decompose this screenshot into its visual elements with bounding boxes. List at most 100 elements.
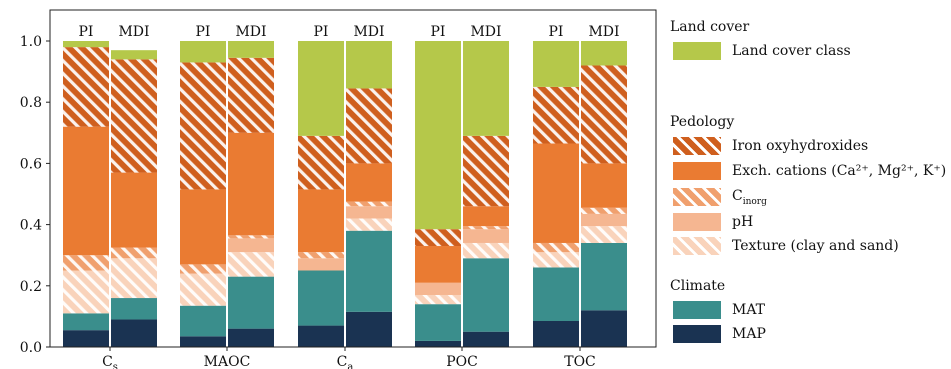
legend-title-land-cover: Land cover xyxy=(670,19,750,35)
x-tick-label-toc: TOC xyxy=(564,354,596,369)
legend-swatch-map xyxy=(673,325,721,343)
bar-segment-ca-mdi-cinorg xyxy=(346,201,392,207)
bar-segment-toc-mdi-texture xyxy=(581,226,627,243)
x-tick-label-maoc: MAOC xyxy=(204,354,251,369)
bar-segment-poc-mdi-texture xyxy=(463,242,509,259)
bar-segment-poc-pi-ph xyxy=(415,282,461,295)
bar-label-ca-mdi: MDI xyxy=(353,24,384,40)
bar-segment-poc-mdi-land xyxy=(463,41,509,136)
bar-segment-cs-mdi-texture xyxy=(111,258,157,299)
bar-segment-cs-mdi-cinorg xyxy=(111,247,157,259)
legend-swatch-cinorg xyxy=(673,188,721,206)
legend-title-climate: Climate xyxy=(670,278,726,294)
bar-label-toc-mdi: MDI xyxy=(588,24,619,40)
legend-swatch-texture xyxy=(673,237,721,255)
legend-item-texture: Texture (clay and sand) xyxy=(673,236,899,256)
legend-label-cinorg-sub: inorg xyxy=(742,196,767,207)
bar-segment-toc-pi-land xyxy=(533,41,579,87)
bar-segment-toc-pi-mat xyxy=(533,267,579,321)
bar-segment-ca-mdi-land xyxy=(346,41,392,89)
legend-swatch-land xyxy=(673,42,721,60)
bar-segment-toc-mdi-iron xyxy=(581,65,627,164)
bar-segment-maoc-mdi-texture xyxy=(228,252,274,277)
bar-segment-cs-pi-iron xyxy=(63,47,109,127)
bar-segment-poc-mdi-map xyxy=(463,331,509,347)
bar-segment-ca-pi-exch xyxy=(298,189,344,253)
bar-segment-poc-pi-iron xyxy=(415,229,461,247)
legend-title-pedology: Pedology xyxy=(670,114,735,130)
legend-item-ph: pH xyxy=(673,212,753,232)
bar-segment-maoc-pi-exch xyxy=(180,189,226,265)
bar-segment-cs-pi-mat xyxy=(63,313,109,331)
legend: Land cover Land cover class Pedology Iro… xyxy=(670,0,951,369)
bar-segment-cs-pi-cinorg xyxy=(63,255,109,271)
bar-segment-cs-mdi-map xyxy=(111,319,157,347)
bar-segment-maoc-pi-iron xyxy=(180,62,226,190)
bar-label-maoc-pi: PI xyxy=(196,24,211,40)
axes: 0.0 0.2 0.4 0.6 0.8 1.0 Cs MAOC Ca POC TOC xyxy=(20,9,657,369)
bar-segment-toc-pi-map xyxy=(533,320,579,347)
bar-segment-ca-pi-map xyxy=(298,325,344,347)
legend-label-iron: Iron oxyhydroxides xyxy=(732,138,869,154)
legend-swatch-iron xyxy=(673,137,721,155)
bar-segment-cs-mdi-mat xyxy=(111,298,157,320)
legend-item-land-cover-class: Land cover class xyxy=(673,41,851,61)
bar-segment-maoc-pi-map xyxy=(180,336,226,347)
bar-segment-ca-pi-ph xyxy=(298,258,344,271)
bar-label-cs-mdi: MDI xyxy=(118,24,149,40)
y-tick-label: 0.8 xyxy=(20,95,42,111)
bar-label-poc-pi: PI xyxy=(431,24,446,40)
legend-swatch-ph xyxy=(673,213,721,231)
bar-label-toc-pi: PI xyxy=(549,24,564,40)
bar-label-maoc-mdi: MDI xyxy=(235,24,266,40)
legend-swatch-exch xyxy=(673,162,721,180)
bar-segment-maoc-mdi-land xyxy=(228,41,274,58)
bar-segment-toc-pi-cinorg xyxy=(533,242,579,253)
legend-item-iron: Iron oxyhydroxides xyxy=(673,136,868,156)
bar-segment-cs-pi-map xyxy=(63,330,109,347)
bar-segment-toc-mdi-cinorg xyxy=(581,207,627,214)
bar-segment-toc-pi-texture xyxy=(533,252,579,268)
bar-label-poc-mdi: MDI xyxy=(470,24,501,40)
legend-item-mat: MAT xyxy=(673,300,765,320)
y-tick-label: 0.4 xyxy=(20,218,42,234)
bar-segment-toc-pi-exch xyxy=(533,143,579,243)
bar-segment-ca-pi-mat xyxy=(298,270,344,326)
bar-segment-maoc-mdi-cinorg xyxy=(228,235,274,239)
bar-segment-ca-mdi-texture xyxy=(346,218,392,231)
bar-segment-ca-pi-land xyxy=(298,41,344,136)
bar-segment-cs-pi-texture xyxy=(63,270,109,314)
bar-segment-maoc-pi-land xyxy=(180,41,226,63)
legend-label-exch: Exch. cations (Ca²⁺, Mg²⁺, K⁺) xyxy=(732,163,947,179)
bar-segment-cs-mdi-land xyxy=(111,50,157,60)
legend-label-ph: pH xyxy=(732,214,754,230)
bar-segment-toc-pi-iron xyxy=(533,86,579,144)
y-tick-label: 1.0 xyxy=(20,34,42,50)
bar-segment-toc-mdi-ph xyxy=(581,213,627,227)
bar-segment-ca-mdi-ph xyxy=(346,206,392,219)
bar-segment-toc-mdi-land xyxy=(581,41,627,66)
bar-segment-poc-pi-land xyxy=(415,41,461,230)
x-tick-label-cs: Cs xyxy=(102,354,118,369)
legend-item-exch: Exch. cations (Ca²⁺, Mg²⁺, K⁺) xyxy=(673,161,946,181)
legend-label-texture: Texture (clay and sand) xyxy=(732,238,899,254)
bar-segment-poc-mdi-iron xyxy=(463,135,509,207)
bar-label-cs-pi: PI xyxy=(79,24,94,40)
bar-segment-toc-mdi-exch xyxy=(581,163,627,208)
bar-segment-maoc-mdi-map xyxy=(228,328,274,347)
x-tick-label-ca: Ca xyxy=(337,354,354,369)
bar-segment-poc-pi-exch xyxy=(415,246,461,283)
legend-swatch-mat xyxy=(673,301,721,319)
bar-segment-poc-pi-texture xyxy=(415,294,461,305)
y-tick-label: 0.0 xyxy=(20,340,42,356)
bar-segment-poc-mdi-cinorg xyxy=(463,226,509,230)
bar-segment-maoc-mdi-exch xyxy=(228,132,274,236)
legend-label-land: Land cover class xyxy=(732,43,851,59)
bar-segment-cs-pi-exch xyxy=(63,126,109,256)
bar-label-ca-pi: PI xyxy=(314,24,329,40)
bar-segment-ca-mdi-iron xyxy=(346,88,392,164)
bar-segment-cs-mdi-iron xyxy=(111,59,157,173)
bars-layer: PI MDI PI MDI PI MDI PI MDI PI MDI xyxy=(63,24,627,347)
bar-segment-maoc-mdi-mat xyxy=(228,276,274,329)
bar-segment-maoc-pi-mat xyxy=(180,305,226,337)
